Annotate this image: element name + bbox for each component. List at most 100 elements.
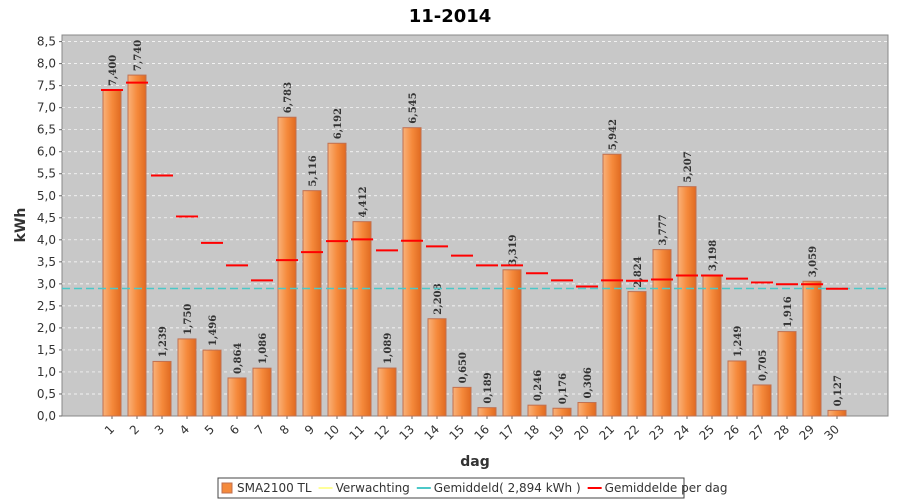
x-tick-label: 4: [177, 422, 192, 437]
x-tick-label: 17: [496, 422, 517, 443]
y-axis-label: kWh: [13, 208, 29, 243]
y-tick-label: 0,0: [37, 409, 56, 423]
y-tick-label: 1,0: [37, 365, 56, 379]
y-tick-label: 5,0: [37, 189, 56, 203]
value-label: 5,207: [683, 151, 694, 182]
y-tick-label: 3,5: [37, 255, 56, 269]
legend-label: Verwachting: [336, 481, 410, 495]
bar: [427, 318, 447, 417]
x-tick-label: 27: [746, 422, 767, 443]
value-label: 5,116: [308, 155, 319, 186]
bar: [402, 127, 422, 417]
bar: [277, 116, 297, 417]
value-label: 2,824: [633, 256, 644, 287]
x-tick-label: 29: [796, 422, 817, 443]
y-tick-label: 1,5: [37, 343, 56, 357]
value-label: 0,189: [483, 372, 494, 403]
value-label: 1,916: [783, 296, 794, 327]
value-label: 7,400: [108, 55, 119, 86]
value-label: 6,192: [333, 108, 344, 139]
value-label: 3,059: [808, 246, 819, 277]
x-tick-label: 5: [202, 422, 217, 437]
bar: [777, 331, 797, 417]
value-label: 1,086: [258, 333, 269, 364]
bar: [252, 367, 272, 417]
legend-label: SMA2100 TL: [237, 481, 312, 495]
y-tick-label: 7,0: [37, 101, 56, 115]
value-label: 2,208: [433, 283, 444, 314]
x-tick-label: 16: [471, 422, 492, 443]
x-tick-label: 26: [721, 422, 742, 443]
value-label: 0,176: [558, 373, 569, 404]
y-tick-label: 2,5: [37, 299, 56, 313]
x-tick-label: 2: [127, 422, 142, 437]
plot-area: [61, 34, 889, 417]
legend-label: Gemiddelde per dag: [605, 481, 728, 495]
x-tick-label: 23: [646, 422, 667, 443]
value-label: 6,783: [283, 82, 294, 113]
bar: [452, 386, 472, 417]
value-label: 4,412: [358, 186, 369, 217]
value-label: 1,496: [208, 315, 219, 346]
y-tick-label: 0,5: [37, 387, 56, 401]
x-tick-label: 6: [227, 422, 242, 437]
legend-swatch: [221, 482, 233, 494]
x-tick-label: 18: [521, 422, 542, 443]
bar: [727, 360, 747, 417]
x-tick-label: 30: [821, 422, 842, 443]
y-tick-label: 8,0: [37, 57, 56, 71]
bar: [527, 404, 547, 417]
x-tick-label: 11: [346, 422, 367, 443]
value-label: 0,127: [833, 375, 844, 406]
value-label: 1,249: [733, 326, 744, 357]
bar: [177, 338, 197, 417]
bar: [377, 367, 397, 417]
y-tick-label: 5,5: [37, 167, 56, 181]
value-label: 0,864: [233, 343, 244, 374]
bar: [627, 291, 647, 417]
bar: [752, 384, 772, 417]
bar: [477, 407, 497, 417]
x-tick-label: 28: [771, 422, 792, 443]
bar: [577, 402, 597, 417]
legend: [217, 477, 685, 499]
x-tick-label: 8: [277, 422, 292, 437]
x-tick-label: 1: [102, 422, 117, 437]
bar: [302, 190, 322, 417]
value-label: 1,239: [158, 326, 169, 357]
value-label: 0,246: [533, 370, 544, 401]
x-tick-label: 19: [546, 422, 567, 443]
bar: [227, 377, 247, 417]
x-tick-label: 14: [421, 422, 442, 443]
y-tick-label: 6,0: [37, 145, 56, 159]
bar: [702, 274, 722, 417]
bar: [652, 249, 672, 417]
bar: [327, 142, 347, 417]
bar: [102, 89, 122, 417]
value-label: 0,306: [583, 367, 594, 398]
bar: [827, 409, 847, 417]
value-label: 0,650: [458, 352, 469, 383]
x-tick-label: 24: [671, 422, 692, 443]
x-tick-label: 25: [696, 422, 717, 443]
y-tick-label: 8,5: [37, 35, 56, 49]
x-tick-label: 22: [621, 422, 642, 443]
x-tick-label: 12: [371, 422, 392, 443]
value-label: 3,198: [708, 240, 719, 271]
bar: [152, 360, 172, 417]
value-label: 3,319: [508, 234, 519, 265]
value-label: 7,740: [133, 40, 144, 71]
bar: [677, 186, 697, 417]
y-tick-label: 7,5: [37, 79, 56, 93]
bar: [552, 407, 572, 417]
bar: [602, 153, 622, 417]
bar: [502, 269, 522, 417]
x-tick-label: 20: [571, 422, 592, 443]
legend-label: Gemiddeld( 2,894 kWh ): [434, 481, 581, 495]
y-tick-label: 4,5: [37, 211, 56, 225]
y-tick-label: 6,5: [37, 123, 56, 137]
x-tick-label: 3: [152, 422, 167, 437]
bar: [352, 221, 372, 417]
